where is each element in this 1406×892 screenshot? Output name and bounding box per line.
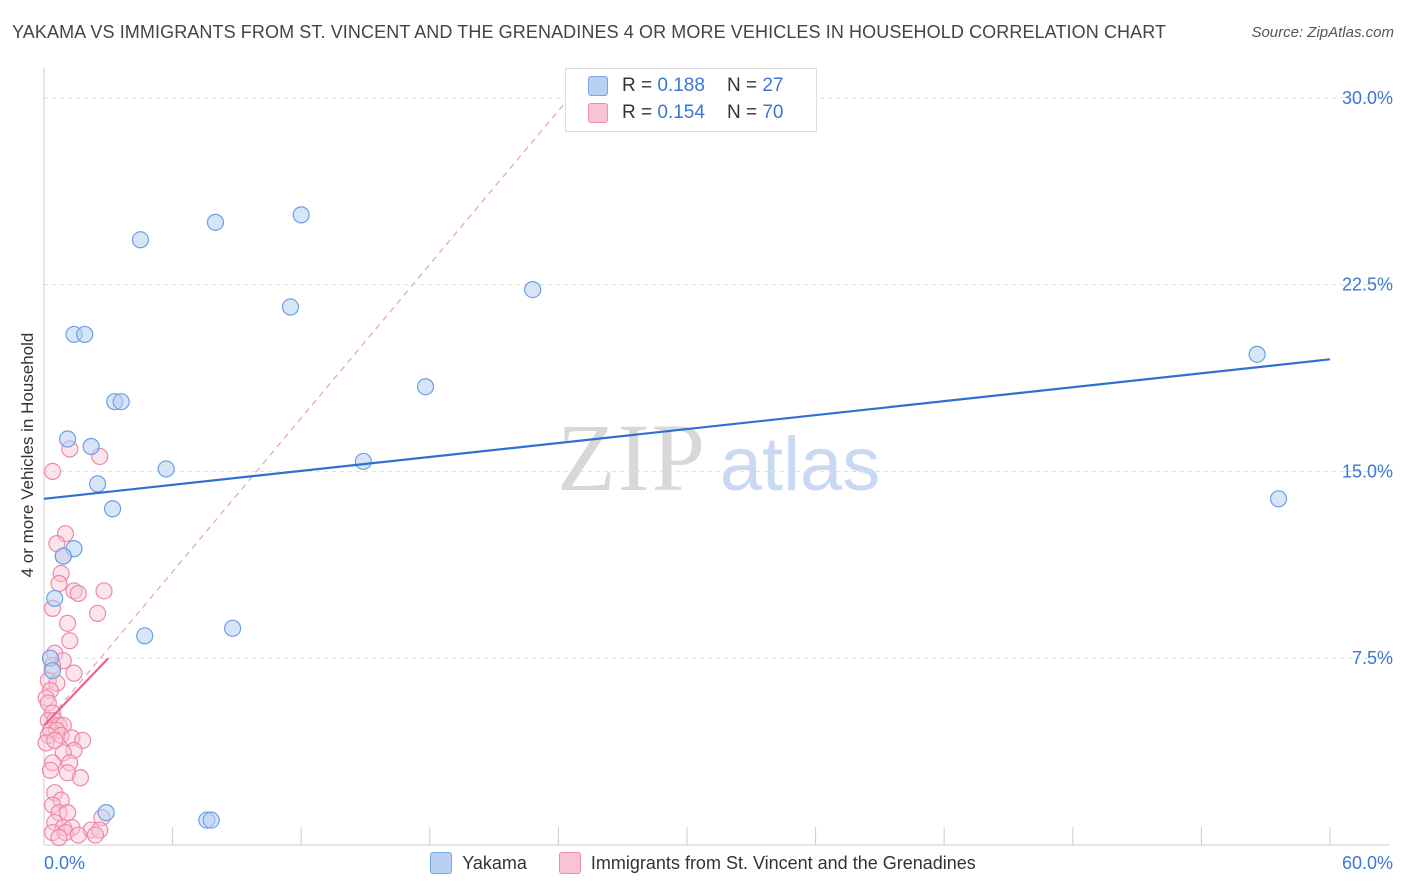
- legend-n-value: 70: [762, 102, 784, 123]
- point-yakama: [82, 437, 100, 456]
- trendline-immigrants-extension: [43, 97, 570, 726]
- point-immigrants: [86, 826, 105, 844]
- point-immigrants: [41, 761, 60, 779]
- point-yakama: [46, 589, 64, 608]
- point-yakama: [131, 231, 150, 249]
- point-yakama: [43, 662, 62, 680]
- legend-row-immigrants: R = 0.154 N = 70: [588, 102, 783, 124]
- correlation-legend: R = 0.188 N = 27 R = 0.154 N = 70: [565, 68, 817, 132]
- watermark-zip: ZIP: [557, 404, 707, 511]
- point-yakama: [54, 547, 72, 565]
- bottom-legend-label-immigrants: Immigrants from St. Vincent and the Gren…: [590, 852, 976, 873]
- point-immigrants: [43, 462, 62, 481]
- legend-r-label: R =: [622, 75, 653, 96]
- point-immigrants: [58, 614, 77, 632]
- point-immigrants: [50, 828, 68, 847]
- legend-n-label: N =: [726, 102, 758, 123]
- source-label: Source: ZipAtlas.com: [1251, 24, 1394, 41]
- point-yakama: [97, 804, 115, 822]
- bottom-legend-swatch-immigrants: [558, 852, 581, 874]
- x-tick-label: 60.0%: [1342, 853, 1393, 873]
- watermark-atlas: atlas: [720, 422, 881, 507]
- point-yakama: [1269, 490, 1288, 508]
- point-yakama: [224, 619, 242, 637]
- point-immigrants: [54, 744, 72, 762]
- legend-r-value: 0.154: [657, 102, 705, 123]
- point-immigrants: [69, 584, 87, 603]
- bottom-legend-swatch-yakama: [430, 852, 453, 874]
- trendline-immigrants: [43, 657, 110, 727]
- point-yakama: [206, 213, 225, 231]
- point-immigrants: [50, 574, 68, 593]
- point-yakama: [524, 280, 542, 299]
- bottom-legend: Yakama Immigrants from St. Vincent and t…: [0, 852, 1406, 874]
- point-immigrants: [61, 632, 79, 650]
- point-yakama: [112, 393, 130, 411]
- legend-r-value: 0.188: [657, 75, 705, 96]
- point-yakama: [416, 378, 435, 396]
- legend-n-value: 27: [762, 75, 784, 96]
- x-tick-label: 0.0%: [44, 853, 85, 873]
- y-tick-label: 15.0%: [1342, 461, 1393, 481]
- point-yakama: [103, 500, 122, 518]
- point-immigrants: [58, 764, 77, 782]
- point-yakama: [136, 627, 154, 645]
- point-yakama: [202, 811, 220, 829]
- point-yakama: [281, 298, 300, 316]
- legend-swatch-yakama: [588, 76, 608, 96]
- y-tick-label: 22.5%: [1342, 275, 1393, 295]
- legend-r-label: R =: [622, 102, 653, 123]
- point-yakama: [1248, 345, 1266, 363]
- bottom-legend-immigrants: Immigrants from St. Vincent and the Gren…: [558, 852, 976, 874]
- point-immigrants: [69, 826, 87, 844]
- trendline-yakama: [43, 358, 1331, 500]
- legend-row-yakama: R = 0.188 N = 27: [588, 75, 783, 97]
- bottom-legend-yakama: Yakama: [430, 852, 527, 874]
- bottom-legend-label-yakama: Yakama: [462, 852, 527, 873]
- point-yakama: [354, 452, 372, 471]
- point-immigrants: [63, 729, 81, 747]
- legend-n-label: N =: [726, 75, 758, 96]
- point-immigrants: [65, 664, 83, 682]
- point-yakama: [76, 325, 94, 344]
- point-yakama: [88, 475, 107, 493]
- point-yakama: [58, 430, 77, 448]
- point-immigrants: [95, 582, 113, 600]
- y-axis-label: 4 or more Vehicles in Household: [18, 332, 37, 578]
- y-tick-label: 7.5%: [1352, 648, 1393, 668]
- legend-swatch-immigrants: [588, 103, 608, 123]
- chart-title: YAKAMA VS IMMIGRANTS FROM ST. VINCENT AN…: [12, 22, 1167, 42]
- point-yakama: [292, 206, 310, 224]
- y-tick-label: 30.0%: [1342, 88, 1393, 108]
- point-immigrants: [88, 604, 107, 622]
- point-yakama: [157, 460, 175, 478]
- point-immigrants: [71, 769, 90, 787]
- point-immigrants: [39, 694, 57, 712]
- point-immigrants: [46, 731, 64, 749]
